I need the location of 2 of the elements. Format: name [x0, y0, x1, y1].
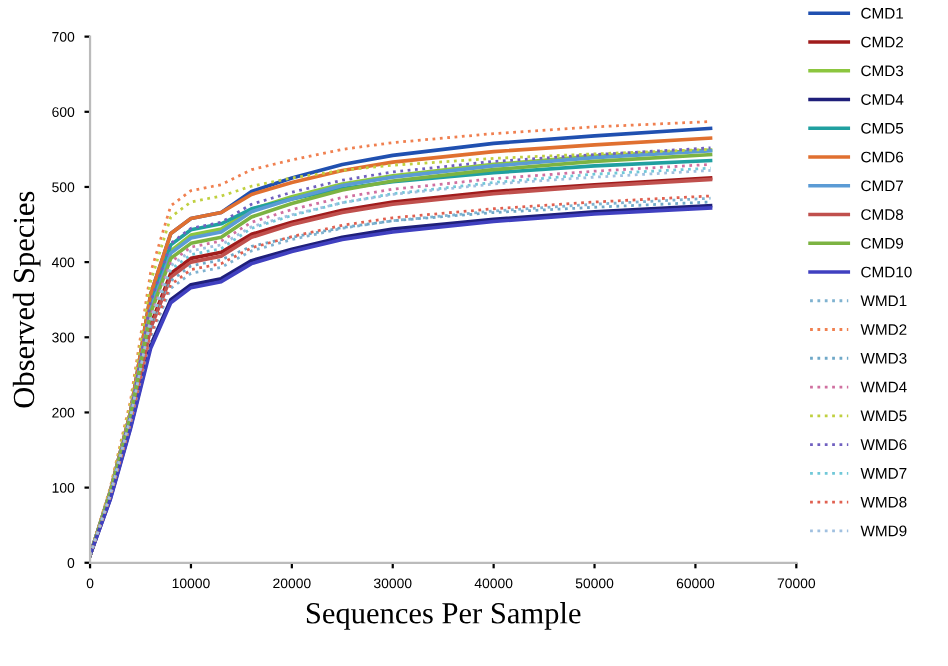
- y-axis-title: Observed Species: [12, 191, 41, 408]
- x-axis-title: Sequences Per Sample: [306, 602, 581, 630]
